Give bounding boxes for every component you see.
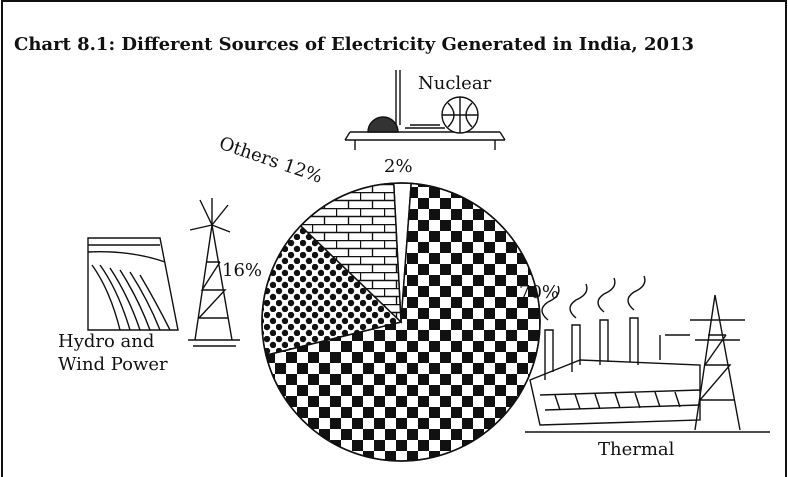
pie	[262, 183, 540, 461]
chart: Chart 8.1: Different Sources of Electric…	[0, 0, 788, 477]
page: Chart 8.1: Different Sources of Electric…	[0, 0, 788, 477]
category-label: Others	[216, 133, 282, 173]
category-label: Thermal	[598, 439, 675, 460]
value-label: 2%	[384, 156, 413, 177]
thermal-illustration	[525, 276, 770, 432]
category-label: Nuclear	[418, 73, 492, 94]
dam-illustration	[88, 238, 178, 330]
value-label: 16%	[222, 260, 262, 281]
value-label: 70%	[519, 282, 559, 303]
chart-title: Chart 8.1: Different Sources of Electric…	[14, 34, 694, 55]
category-label: Hydro and Wind Power	[58, 330, 170, 376]
others-label: Others 12%	[216, 133, 325, 188]
value-label: 12%	[280, 155, 325, 188]
